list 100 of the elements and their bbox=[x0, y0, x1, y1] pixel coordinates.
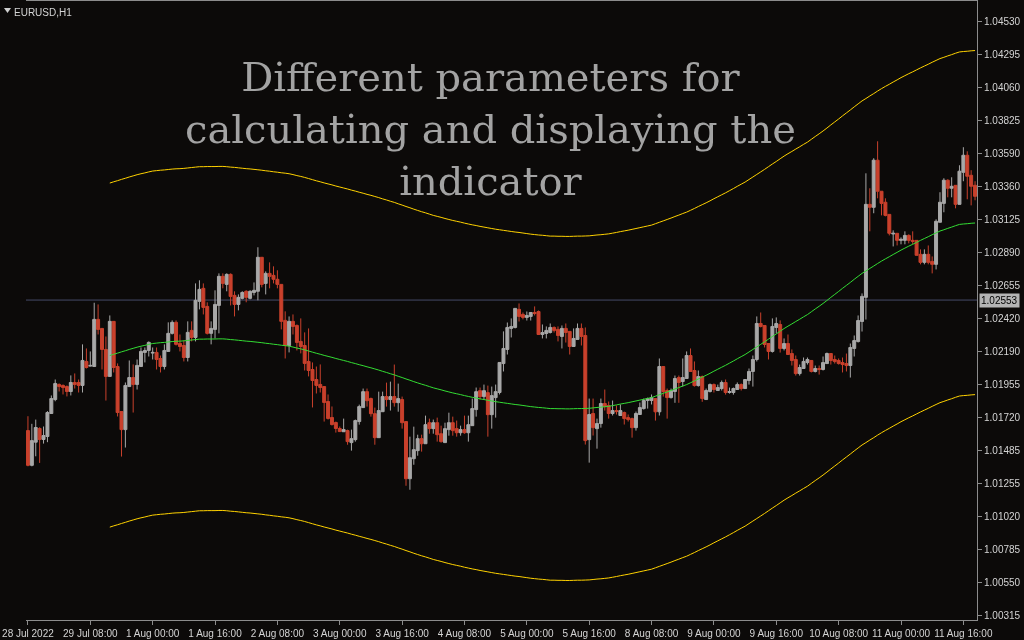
line-series bbox=[109, 394, 976, 581]
candlestick bbox=[392, 364, 397, 408]
candlestick bbox=[571, 327, 576, 347]
candlestick bbox=[844, 353, 849, 372]
candlestick bbox=[618, 403, 623, 416]
candlestick bbox=[92, 302, 97, 368]
candlestick bbox=[244, 289, 249, 303]
candlestick bbox=[630, 417, 635, 439]
line-series bbox=[109, 222, 976, 410]
candlestick bbox=[271, 265, 276, 284]
candlestick bbox=[840, 357, 845, 373]
text: EURUSD,H1 bbox=[14, 6, 73, 18]
candlestick bbox=[423, 415, 428, 445]
candlestick bbox=[540, 323, 545, 339]
candlestick bbox=[485, 385, 490, 438]
candlestick bbox=[267, 261, 272, 289]
candlestick bbox=[29, 423, 34, 467]
candlestick bbox=[435, 417, 440, 443]
y-tick-label: 1.01720 bbox=[984, 412, 1021, 424]
candlestick bbox=[345, 429, 350, 446]
candlestick bbox=[255, 246, 260, 301]
candlestick bbox=[676, 375, 681, 404]
candlestick bbox=[185, 320, 190, 362]
candlestick bbox=[832, 355, 837, 365]
line-series bbox=[109, 50, 976, 237]
candlestick bbox=[489, 386, 494, 430]
x-tick-label: 10 Aug 08:00 bbox=[809, 628, 869, 639]
candlestick bbox=[528, 311, 533, 322]
candlestick bbox=[384, 382, 389, 408]
candlestick bbox=[782, 337, 787, 351]
candlestick bbox=[37, 426, 42, 464]
candlestick bbox=[259, 256, 264, 288]
candlestick bbox=[653, 398, 658, 422]
candlestick bbox=[672, 375, 677, 404]
candlestick bbox=[614, 404, 619, 416]
candlestick bbox=[949, 176, 954, 198]
candlestick bbox=[26, 415, 30, 467]
candlestick bbox=[220, 272, 225, 289]
candlestick bbox=[715, 384, 720, 392]
y-tick-label: 1.04530 bbox=[984, 15, 1021, 27]
y-tick-label: 1.03825 bbox=[984, 115, 1021, 127]
x-tick-label: 1 Aug 16:00 bbox=[188, 628, 243, 639]
candlestick bbox=[828, 353, 833, 366]
candlestick bbox=[72, 372, 77, 390]
candlestick bbox=[57, 383, 62, 393]
y-tick-label: 1.01485 bbox=[984, 445, 1021, 457]
candlestick bbox=[805, 357, 810, 366]
x-tick-label: 9 Aug 00:00 bbox=[687, 628, 742, 639]
x-tick-label: 2 Aug 08:00 bbox=[250, 628, 305, 639]
candlestick bbox=[478, 387, 483, 401]
candlestick bbox=[396, 383, 401, 413]
y-tick-label: 1.01020 bbox=[984, 510, 1021, 522]
candlestick bbox=[778, 319, 783, 354]
x-tick-label: 29 Jul 08:00 bbox=[63, 628, 118, 639]
candlestick bbox=[450, 416, 455, 437]
x-tick-label: 8 Aug 08:00 bbox=[624, 628, 679, 639]
candlestick bbox=[544, 325, 549, 339]
candlestick bbox=[583, 326, 588, 446]
candlestick bbox=[809, 359, 814, 373]
y-tick-label: 1.00315 bbox=[984, 610, 1021, 622]
candlestick bbox=[458, 425, 463, 437]
candlestick bbox=[154, 346, 159, 370]
candlestick bbox=[236, 293, 241, 311]
candlestick bbox=[700, 375, 705, 403]
annotation: Different parameters for calculating and displaying the indicator bbox=[185, 54, 796, 204]
candlestick bbox=[770, 317, 775, 354]
candlestick bbox=[953, 184, 958, 209]
candlestick bbox=[548, 322, 553, 334]
x-tick-label: 5 Aug 00:00 bbox=[500, 628, 554, 639]
candlestick bbox=[68, 374, 73, 396]
candlestick bbox=[64, 384, 69, 397]
candlestick bbox=[462, 415, 467, 435]
x-tick-label: 3 Aug 16:00 bbox=[375, 628, 430, 639]
candlestick bbox=[622, 411, 627, 426]
x-tick-label: 11 Aug 00:00 bbox=[871, 628, 931, 639]
candlestick bbox=[591, 398, 596, 437]
y-tick-label: 1.00550 bbox=[984, 577, 1021, 589]
y-tick-label: 1.03360 bbox=[984, 180, 1021, 192]
candlestick bbox=[454, 420, 459, 438]
candlestick bbox=[556, 325, 560, 342]
candlestick bbox=[735, 381, 740, 391]
candlestick bbox=[287, 315, 292, 353]
candlestick bbox=[902, 230, 907, 245]
y-tick-label: 1.02190 bbox=[984, 345, 1021, 357]
candlestick bbox=[263, 270, 268, 295]
x-tick-label: 1 Aug 00:00 bbox=[125, 628, 180, 639]
candlestick bbox=[641, 398, 646, 411]
candlestick bbox=[388, 381, 393, 412]
candlestick bbox=[610, 400, 615, 416]
x-tick-label: 4 Aug 08:00 bbox=[437, 628, 492, 639]
candlestick bbox=[216, 272, 221, 334]
candlestick bbox=[945, 178, 950, 198]
candlestick bbox=[657, 357, 662, 416]
candlestick bbox=[895, 232, 900, 246]
candlestick bbox=[84, 347, 89, 369]
x-tick-label: 28 Jul 2022 bbox=[2, 628, 55, 639]
candlestick bbox=[80, 343, 85, 393]
candlestick bbox=[817, 365, 822, 376]
y-tick-label: 1.02890 bbox=[984, 247, 1021, 258]
candlestick bbox=[61, 384, 66, 395]
